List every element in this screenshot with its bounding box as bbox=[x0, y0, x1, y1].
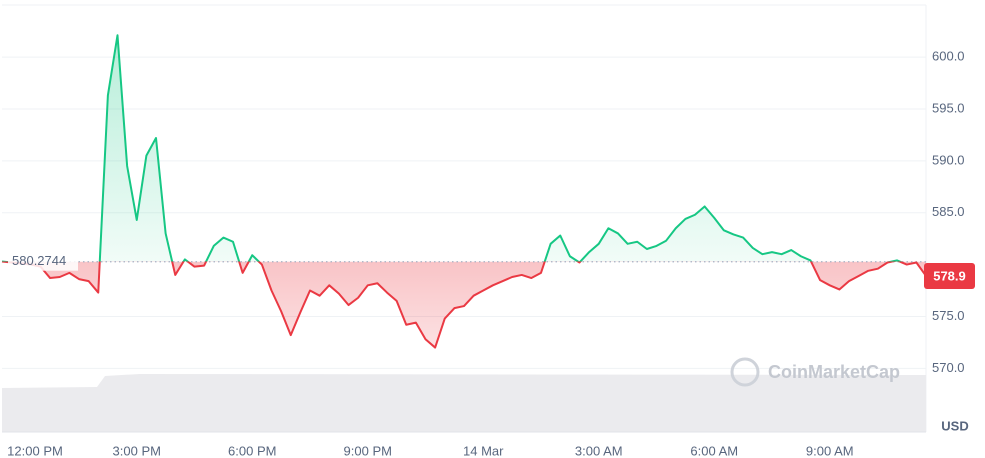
y-tick-label: 575.0 bbox=[932, 308, 965, 323]
x-tick-label: 12:00 PM bbox=[7, 443, 63, 458]
y-tick-label: 570.0 bbox=[932, 360, 965, 375]
x-tick-label: 3:00 PM bbox=[113, 443, 161, 458]
watermark-logo bbox=[730, 357, 760, 387]
current-price-label: 578.9 bbox=[933, 268, 966, 283]
y-tick-label: 600.0 bbox=[932, 49, 965, 64]
x-tick-label: 6:00 PM bbox=[228, 443, 276, 458]
reference-label-bg bbox=[8, 252, 78, 271]
current-price-tag bbox=[924, 262, 975, 289]
watermark: CoinMarketCap bbox=[730, 357, 900, 387]
x-tick-label: 9:00 AM bbox=[806, 443, 854, 458]
x-tick-label: 3:00 AM bbox=[575, 443, 623, 458]
y-tick-label: 585.0 bbox=[932, 204, 965, 219]
volume-area bbox=[2, 374, 926, 432]
x-tick-label: 9:00 PM bbox=[344, 443, 392, 458]
price-line bbox=[1, 34, 927, 349]
watermark-text: CoinMarketCap bbox=[768, 362, 900, 382]
x-tick-label: 6:00 AM bbox=[690, 443, 738, 458]
x-tick-label: 14 Mar bbox=[463, 443, 504, 458]
y-tick-label: 595.0 bbox=[932, 100, 965, 115]
y-axis-label: USD bbox=[941, 418, 968, 433]
y-tick-label: 590.0 bbox=[932, 152, 965, 167]
area bbox=[2, 35, 926, 348]
reference-label: 580.2744 bbox=[12, 253, 66, 268]
